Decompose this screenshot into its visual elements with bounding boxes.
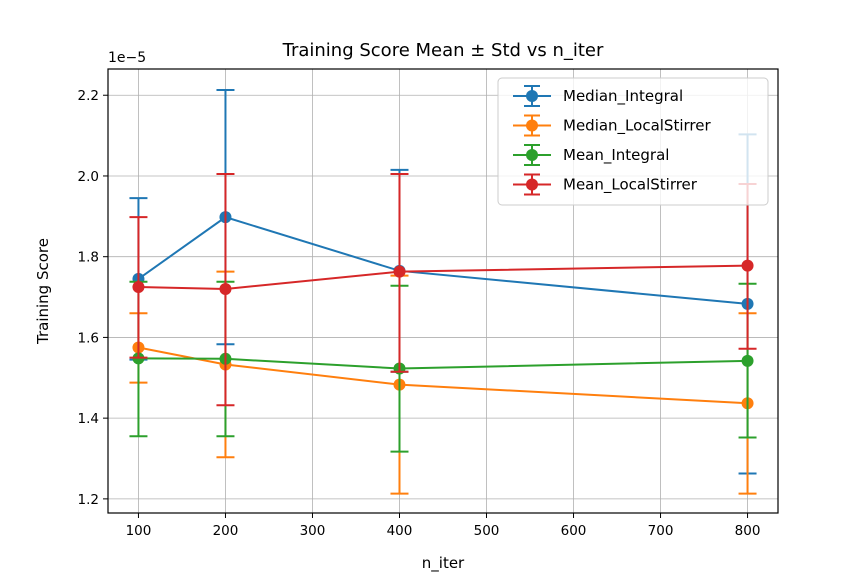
legend-label: Mean_LocalStirrer bbox=[563, 176, 698, 195]
x-tick-label: 500 bbox=[474, 523, 500, 539]
legend: Median_Integral Median_LocalStirrer Mean_I… bbox=[497, 77, 769, 206]
series-line bbox=[138, 346, 748, 405]
y-tick-label: 1.4 bbox=[78, 411, 99, 427]
series-Mean_LocalStirrer bbox=[129, 172, 757, 407]
legend-box bbox=[497, 77, 769, 206]
legend-label: Mean_Integral bbox=[563, 146, 669, 165]
y-axis-label: Training Score bbox=[34, 238, 52, 345]
y-tick-label: 2.0 bbox=[78, 169, 99, 185]
series-line bbox=[137, 216, 748, 305]
series-layer bbox=[129, 88, 757, 495]
data-point bbox=[741, 354, 754, 367]
legend-marker bbox=[526, 149, 538, 161]
data-point bbox=[132, 280, 145, 293]
data-point bbox=[219, 282, 232, 295]
x-tick-label: 400 bbox=[387, 523, 413, 539]
plot-frame bbox=[107, 68, 779, 514]
legend-entry: Mean_Integral bbox=[513, 144, 669, 166]
series-line bbox=[138, 357, 748, 370]
legend-marker bbox=[526, 119, 538, 132]
chart-title: Training Score Mean ± Std vs n_iter bbox=[282, 40, 604, 61]
x-axis-label: n_iter bbox=[422, 554, 465, 573]
x-tick-label: 200 bbox=[213, 523, 239, 539]
x-tick-label: 800 bbox=[735, 523, 761, 539]
legend-label: Median_Integral bbox=[563, 87, 683, 106]
x-tick-label: 300 bbox=[300, 523, 326, 539]
legend-entry: Mean_LocalStirrer bbox=[513, 173, 698, 196]
legend-entry: Median_LocalStirrer bbox=[513, 114, 711, 137]
data-point bbox=[393, 265, 406, 278]
y-tick-label: 1.2 bbox=[78, 492, 99, 508]
legend-marker bbox=[526, 90, 538, 102]
ticks: 100 200 300 400 500 600 700 800 1.2 1.4 1.6 1.8 2.0 2… bbox=[78, 88, 761, 539]
x-tick-label: 100 bbox=[126, 523, 152, 539]
y-offset-label: 1e−5 bbox=[108, 50, 146, 66]
y-tick-label: 1.8 bbox=[78, 250, 99, 266]
legend-entry: Median_Integral bbox=[513, 85, 683, 107]
y-tick-label: 2.2 bbox=[78, 88, 99, 104]
legend-marker bbox=[526, 178, 538, 191]
legend-label: Median_LocalStirrer bbox=[563, 117, 711, 136]
x-tick-label: 600 bbox=[561, 523, 587, 539]
y-tick-label: 1.6 bbox=[78, 330, 99, 346]
data-point bbox=[741, 259, 754, 272]
x-tick-label: 700 bbox=[648, 523, 674, 539]
series-line bbox=[138, 264, 748, 290]
